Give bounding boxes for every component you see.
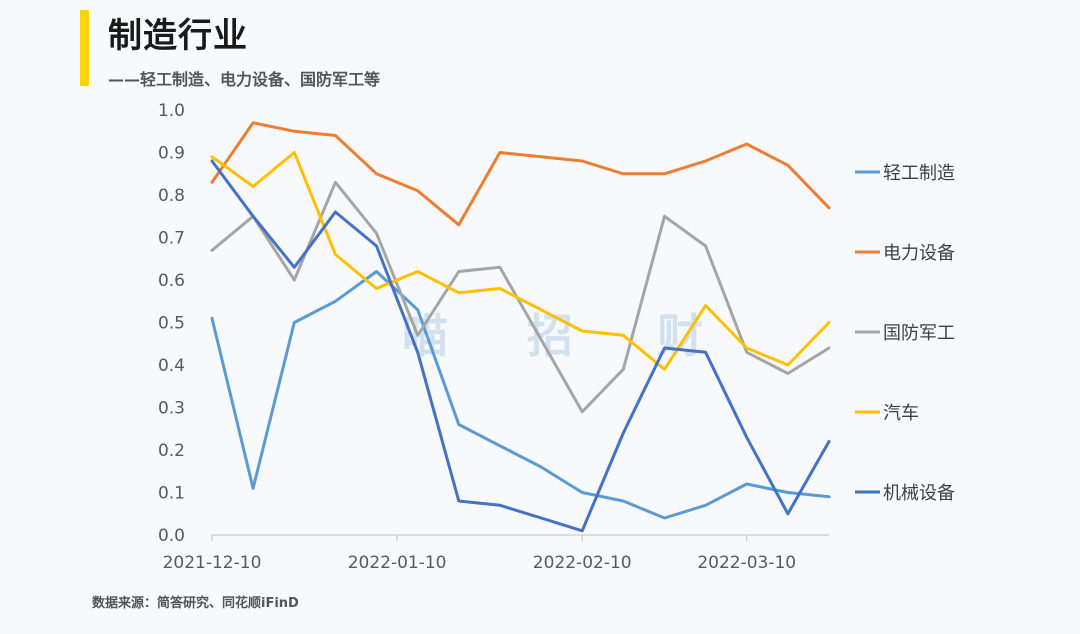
y-tick-label: 0.7 (158, 229, 185, 249)
y-tick-label: 0.1 (158, 484, 185, 504)
series-line (210, 270, 831, 520)
y-tick-label: 0.0 (158, 526, 185, 546)
y-tick-label: 0.4 (158, 356, 185, 376)
legend-label: 电力设备 (883, 243, 955, 264)
legend-label: 国防军工 (883, 323, 955, 344)
chart-series (210, 121, 831, 533)
x-tick-label: 2022-01-10 (348, 553, 447, 573)
watermark-char: 财 (657, 309, 703, 363)
x-tick-label: 2022-03-10 (697, 553, 796, 573)
legend-label: 汽车 (883, 403, 919, 424)
page-title: 制造行业 (108, 16, 248, 56)
y-tick-label: 0.8 (158, 186, 185, 206)
x-tick-label: 2021-12-10 (163, 553, 262, 573)
series-line (210, 121, 831, 227)
y-tick-label: 1.0 (158, 101, 185, 121)
series-line (210, 180, 831, 414)
series-line (210, 159, 831, 533)
x-tick-label: 2022-02-10 (533, 553, 632, 573)
y-tick-label: 0.5 (158, 314, 185, 334)
y-tick-label: 0.2 (158, 441, 185, 461)
data-source-note: 数据来源：简答研究、同花顺iFinD (92, 596, 299, 611)
legend-label: 轻工制造 (883, 163, 955, 184)
y-tick-label: 0.6 (158, 271, 185, 291)
y-tick-label: 0.3 (158, 399, 185, 419)
series-line (210, 151, 831, 371)
chart-axes: 0.0 0.1 0.2 0.3 0.4 0.5 0.6 0.7 0.8 0.9 1.0 2021-12… (158, 101, 829, 573)
y-tick-label: 0.9 (158, 144, 185, 164)
legend-label: 机械设备 (883, 483, 955, 504)
page-subtitle: ——轻工制造、电力设备、国防军工等 (108, 70, 381, 89)
title-accent-bar (80, 10, 89, 86)
